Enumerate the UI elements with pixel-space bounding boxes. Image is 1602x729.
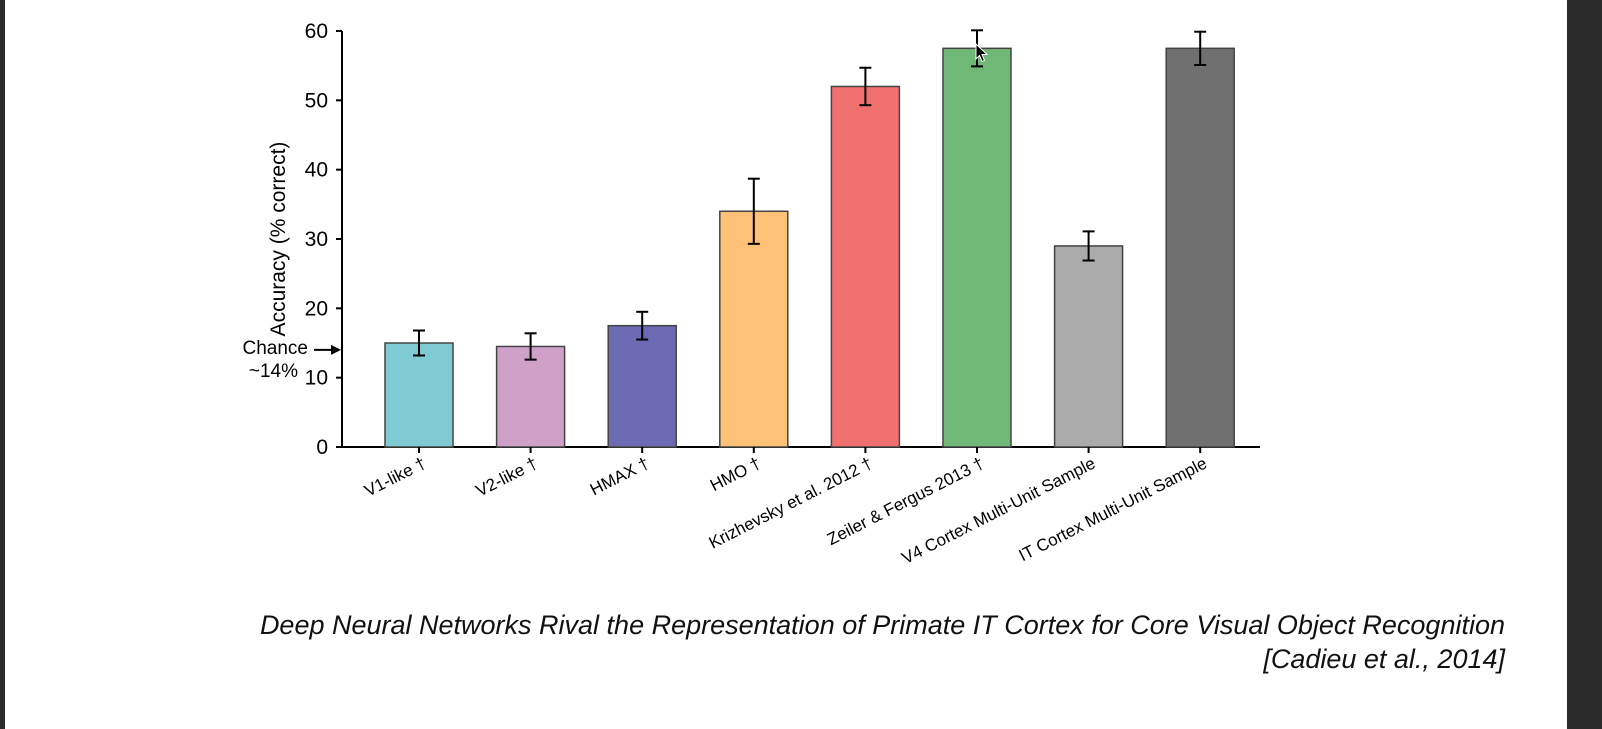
x-tick-label: V2-like † (473, 454, 541, 501)
x-tick-label: V4 Cortex Multi-Unit Sample (899, 454, 1099, 568)
y-tick-label: 40 (305, 159, 328, 182)
bar (384, 342, 454, 448)
x-tick-label: HMO † (707, 454, 764, 495)
y-tick-label: 0 (316, 436, 328, 459)
bar (719, 210, 789, 448)
slide-frame: 0 10 20 30 40 50 60 Accuracy (% correct) V1-like… (5, 0, 1567, 729)
x-tick-label: V1-like † (361, 454, 429, 501)
chance-arrow-head (331, 344, 341, 355)
caption-citation: [Cadieu et al., 2014] (1263, 644, 1505, 674)
bar (942, 47, 1012, 448)
y-tick-label: 60 (305, 20, 328, 43)
y-tick-label: 50 (305, 89, 328, 112)
bar (830, 85, 901, 448)
y-axis-label: Accuracy (% correct) (267, 142, 290, 337)
bar (1165, 47, 1235, 448)
mouse-cursor-icon (975, 43, 989, 63)
x-tick-label: IT Cortex Multi-Unit Sample (1016, 454, 1210, 566)
bar (1053, 245, 1124, 448)
y-tick-label: 20 (305, 297, 328, 320)
x-tick-label: HMAX † (587, 454, 652, 500)
bar (495, 345, 566, 448)
y-tick-label: 30 (305, 228, 328, 251)
chance-label: Chance (243, 338, 309, 359)
y-tick-label: 10 (305, 367, 328, 390)
bar (607, 324, 677, 448)
chance-value-label: ~14% (249, 361, 298, 382)
caption-title: Deep Neural Networks Rival the Represent… (259, 610, 1505, 640)
bar-chart: 0 10 20 30 40 50 60 Accuracy (% correct) V1-like… (243, 20, 1260, 568)
